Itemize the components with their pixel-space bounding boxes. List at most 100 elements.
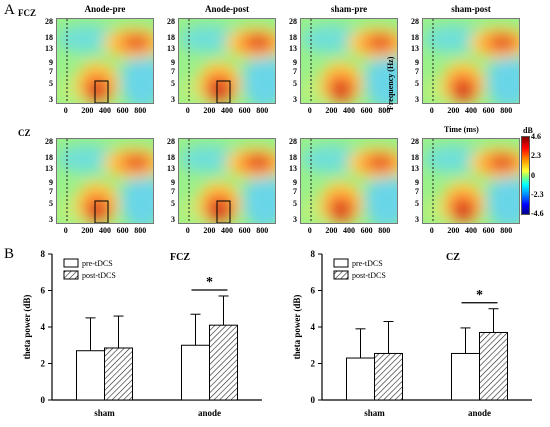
chart-title: FCZ bbox=[170, 252, 190, 263]
y-tick-label: 18 bbox=[289, 152, 297, 162]
y-tick-label: 13 bbox=[289, 44, 297, 54]
x-tick-label: 800 bbox=[378, 106, 391, 115]
bar-pre-tDCS bbox=[181, 344, 210, 401]
x-tick-label: 400 bbox=[221, 226, 233, 235]
y-tick-label: 18 bbox=[45, 152, 53, 162]
y-tick-label: 13 bbox=[45, 44, 53, 54]
time-axis-title: Time (ms) bbox=[444, 125, 479, 134]
tf-heatmap-panel bbox=[422, 18, 520, 104]
x-tick-label: 800 bbox=[134, 226, 147, 235]
y-tick-label: 4 bbox=[41, 322, 46, 332]
x-tick-label: 800 bbox=[134, 106, 147, 115]
y-tick-label: 9 bbox=[293, 57, 297, 67]
y-tick-label: 18 bbox=[411, 152, 419, 162]
x-tick-label: 800 bbox=[378, 226, 391, 235]
colorbar-tick: 0 bbox=[531, 171, 535, 180]
y-tick-label: 3 bbox=[415, 95, 419, 104]
x-tick-label: 600 bbox=[360, 106, 373, 115]
category-label: anode bbox=[198, 408, 221, 418]
y-tick-label: 3 bbox=[171, 215, 175, 224]
y-tick-label: 9 bbox=[415, 57, 419, 67]
legend-label: post-tDCS bbox=[352, 271, 386, 280]
x-tick-label: 0 bbox=[185, 106, 190, 115]
tf-heatmap-panel bbox=[300, 138, 398, 224]
y-tick-label: 9 bbox=[49, 57, 53, 67]
row-label-cz: CZ bbox=[18, 128, 31, 138]
colorbar-tick: -4.6 bbox=[531, 209, 544, 218]
x-tick-label: 400 bbox=[465, 226, 477, 235]
colorbar-tick: -2.3 bbox=[531, 190, 544, 199]
x-tick-label: 0 bbox=[429, 106, 434, 115]
y-tick-label: 28 bbox=[167, 137, 175, 146]
category-label: anode bbox=[468, 408, 491, 418]
y-tick-label: 28 bbox=[167, 17, 175, 26]
y-tick-label: 18 bbox=[45, 32, 53, 42]
y-tick-label: 5 bbox=[415, 79, 419, 89]
x-tick-label: 200 bbox=[325, 106, 338, 115]
x-tick-label: 800 bbox=[256, 226, 269, 235]
bar-post-tDCS bbox=[479, 331, 508, 401]
x-tick-label: 800 bbox=[500, 106, 513, 115]
y-tick-label: 3 bbox=[49, 215, 53, 224]
y-tick-label: 28 bbox=[411, 17, 419, 26]
column-title-sham-pre: sham-pre bbox=[330, 4, 368, 14]
bar-charts: 0 2 4 6 8 theta power (dB) FCZ sham anode pre-tDC… bbox=[22, 249, 532, 418]
frequency-axis-title: Frequency (Hz) bbox=[386, 56, 395, 110]
y-tick-label: 5 bbox=[293, 79, 297, 89]
y-tick-label: 8 bbox=[41, 249, 46, 259]
y-tick-label: 7 bbox=[171, 66, 175, 76]
significance-marker: * bbox=[476, 288, 483, 303]
y-tick-label: 2 bbox=[311, 359, 316, 369]
x-tick-label: 0 bbox=[307, 226, 312, 235]
tf-heatmap-panel bbox=[422, 138, 520, 224]
x-tick-label: 200 bbox=[325, 226, 338, 235]
y-tick-label: 5 bbox=[293, 199, 297, 209]
y-tick-label: 9 bbox=[415, 177, 419, 187]
x-tick-label: 600 bbox=[116, 106, 129, 115]
y-tick-label: 7 bbox=[415, 66, 419, 76]
y-tick-label: 13 bbox=[289, 164, 297, 174]
x-tick-label: 200 bbox=[81, 226, 94, 235]
x-tick-label: 200 bbox=[447, 226, 460, 235]
legend-swatch bbox=[333, 258, 349, 268]
y-tick-label: 28 bbox=[289, 17, 297, 26]
y-tick-label: 7 bbox=[415, 186, 419, 196]
colorbar-tick: 4.6 bbox=[531, 132, 541, 141]
x-tick-label: 400 bbox=[99, 226, 111, 235]
y-tick-label: 13 bbox=[411, 164, 419, 174]
x-tick-label: 200 bbox=[447, 106, 460, 115]
tf-heatmap-panel bbox=[56, 138, 154, 224]
legend-swatch bbox=[63, 270, 79, 280]
y-tick-label: 3 bbox=[49, 95, 53, 104]
y-tick-label: 7 bbox=[171, 186, 175, 196]
y-tick-label: 6 bbox=[41, 286, 46, 296]
y-axis-title: theta power (dB) bbox=[292, 295, 302, 360]
x-tick-label: 800 bbox=[500, 226, 513, 235]
bar-pre-tDCS bbox=[346, 357, 375, 401]
column-title-sham-post: sham-post bbox=[451, 4, 491, 14]
y-tick-label: 0 bbox=[41, 395, 46, 405]
y-tick-label: 18 bbox=[167, 152, 175, 162]
y-tick-label: 0 bbox=[311, 395, 316, 405]
y-tick-label: 28 bbox=[45, 17, 53, 26]
x-tick-label: 400 bbox=[343, 106, 355, 115]
bar-pre-tDCS bbox=[76, 350, 105, 401]
x-tick-label: 200 bbox=[203, 106, 216, 115]
y-tick-label: 4 bbox=[311, 322, 316, 332]
x-tick-label: 600 bbox=[360, 226, 373, 235]
chart-title: CZ bbox=[446, 252, 460, 263]
y-tick-label: 5 bbox=[415, 199, 419, 209]
significance-marker: * bbox=[206, 275, 213, 290]
tf-heatmap-panel bbox=[56, 18, 154, 104]
category-label: sham bbox=[364, 408, 385, 418]
bar-post-tDCS bbox=[104, 347, 133, 401]
y-axis-title: theta power (dB) bbox=[22, 295, 32, 360]
x-tick-label: 600 bbox=[482, 226, 495, 235]
x-tick-label: 400 bbox=[343, 226, 355, 235]
legend-label: pre-tDCS bbox=[82, 259, 113, 268]
x-tick-label: 400 bbox=[221, 106, 233, 115]
y-tick-label: 3 bbox=[415, 215, 419, 224]
legend-swatch bbox=[333, 270, 349, 280]
y-tick-label: 6 bbox=[311, 286, 316, 296]
x-tick-label: 600 bbox=[482, 106, 495, 115]
